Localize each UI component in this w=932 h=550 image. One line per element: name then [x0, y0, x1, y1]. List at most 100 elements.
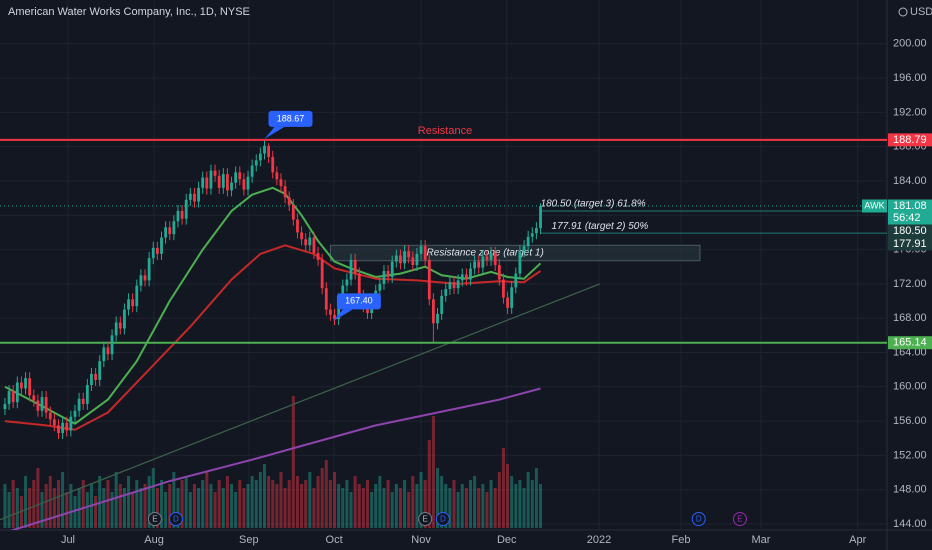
- candle-body: [423, 246, 427, 260]
- symbol-label: AWK: [864, 200, 884, 210]
- candle-body: [110, 335, 114, 355]
- volume-bar: [201, 480, 205, 528]
- candle-body: [329, 309, 332, 315]
- candle-body: [469, 268, 472, 280]
- candle-body: [324, 288, 328, 310]
- volume-bar: [427, 440, 431, 528]
- volume-bar: [370, 492, 374, 528]
- volume-bar: [464, 488, 468, 528]
- volume-bar: [213, 492, 217, 528]
- volume-bar: [250, 476, 254, 528]
- moving-average: [4, 244, 542, 431]
- candle-body: [366, 306, 369, 314]
- volume-bar: [530, 480, 534, 528]
- volume-bar: [205, 472, 209, 528]
- volume-bar: [353, 476, 357, 528]
- candle-body: [448, 282, 452, 290]
- y-tick-label: 164.00: [893, 346, 927, 358]
- candle-body: [94, 373, 97, 380]
- candle-body: [168, 227, 172, 235]
- y-tick-label: 192.00: [893, 106, 927, 118]
- y-tick-label: 168.00: [893, 312, 927, 324]
- candle-body: [522, 246, 526, 252]
- candle-body: [407, 251, 411, 258]
- volume-bar: [36, 468, 40, 528]
- candle-body: [11, 391, 15, 403]
- candle-body: [147, 258, 151, 281]
- candle-body: [106, 347, 110, 355]
- callout-label: 167.40: [345, 296, 373, 306]
- volume-bar: [378, 476, 382, 528]
- candle-body: [436, 313, 439, 324]
- candle-body: [382, 271, 386, 284]
- candle-body: [32, 395, 36, 401]
- candle-body: [52, 419, 56, 426]
- candle-body: [118, 322, 122, 329]
- candle-body: [473, 261, 477, 269]
- candle-body: [90, 373, 93, 386]
- x-tick-label: Oct: [326, 534, 343, 546]
- price-tag: [888, 224, 932, 238]
- volume-bar: [436, 468, 440, 528]
- volume-bar: [468, 480, 472, 528]
- volume-bar: [415, 484, 419, 528]
- candle-body: [160, 237, 163, 254]
- candle-body: [518, 251, 522, 274]
- volume-bar: [534, 468, 538, 528]
- volume-bar: [106, 480, 110, 528]
- candle-body: [81, 398, 85, 404]
- volume-bar: [135, 480, 139, 528]
- event-icon: [732, 512, 747, 526]
- candle-body: [213, 170, 217, 176]
- volume-bar: [485, 492, 489, 528]
- candle-body: [316, 252, 320, 260]
- volume-bar: [147, 476, 151, 528]
- candle-body: [242, 179, 246, 190]
- candle-body: [419, 246, 423, 254]
- volume-bar: [77, 488, 81, 528]
- zone-label: Resistance zone (target 1): [427, 248, 544, 259]
- volume-bar: [411, 476, 415, 528]
- y-tick-label: 184.00: [893, 175, 927, 187]
- candle-body: [283, 186, 287, 198]
- volume-bar: [481, 484, 485, 528]
- candle-body: [390, 261, 394, 278]
- currency-icon[interactable]: [898, 7, 908, 17]
- volume-bar: [234, 492, 238, 528]
- y-tick-label: 196.00: [893, 72, 927, 84]
- volume-bar: [300, 484, 304, 528]
- candle-body: [151, 247, 155, 259]
- candle-body: [489, 252, 493, 260]
- currency[interactable]: USD: [910, 6, 932, 18]
- candle-body: [246, 176, 250, 190]
- candle-body: [123, 309, 126, 329]
- price-tag: [888, 133, 932, 147]
- candle-body: [209, 170, 213, 189]
- candle-body: [20, 382, 23, 389]
- volume-bar: [57, 480, 61, 528]
- candle-body: [69, 416, 73, 431]
- candle-body: [3, 403, 7, 410]
- candle-body: [353, 259, 357, 274]
- candle-body: [506, 297, 509, 308]
- volume-bar: [522, 488, 526, 528]
- candle-body: [226, 174, 229, 191]
- volume-bar: [324, 460, 328, 528]
- y-tick-label: 148.00: [893, 484, 927, 496]
- volume-bar: [267, 476, 271, 528]
- volume-bar: [172, 472, 176, 528]
- volume-bar: [312, 488, 316, 528]
- volume-bar: [431, 416, 435, 528]
- candle-body: [36, 400, 40, 411]
- target-label: 180.50 (target 3) 61.8%: [541, 199, 646, 210]
- candle-body: [254, 160, 258, 166]
- volume-bar: [497, 472, 501, 528]
- x-tick-label: Nov: [411, 534, 431, 546]
- volume-bar: [217, 480, 221, 528]
- candle-body: [271, 156, 275, 173]
- candle-body: [28, 378, 32, 396]
- symbol-tag: [862, 199, 887, 213]
- callout-pointer: [264, 126, 285, 139]
- candle-body: [275, 172, 279, 180]
- candle-body: [535, 228, 538, 234]
